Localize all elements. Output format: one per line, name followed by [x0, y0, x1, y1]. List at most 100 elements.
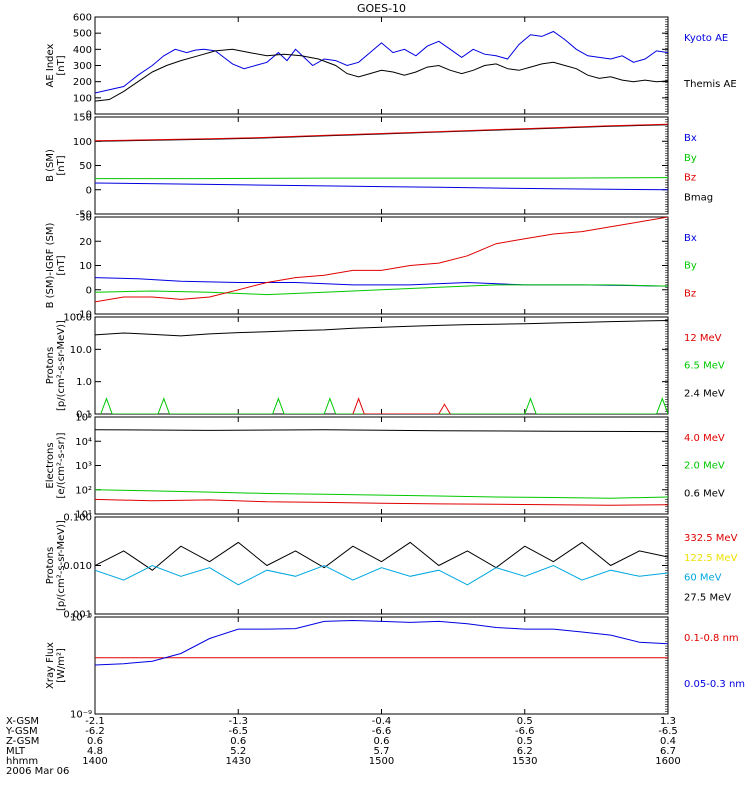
legend-entry: Bz	[684, 173, 696, 184]
series-60-mev	[95, 564, 668, 586]
footer-value: 0.4	[660, 736, 676, 747]
y-axis-label: Protons	[45, 347, 56, 384]
y-tick-label: 10	[79, 261, 92, 272]
y-tick-label: 1.0	[76, 377, 92, 388]
panel-6: 0.001 0.010 0.100 Protons [p/(cm²-s-sr-MeV)]…	[45, 513, 738, 621]
y-tick-label: 600	[73, 13, 92, 24]
y-axis-label: [p/(cm²-s-sr-MeV)]	[56, 320, 67, 411]
panel-frame	[94, 516, 669, 615]
y-tick-label: 50	[79, 161, 92, 172]
series-2-0-mev	[95, 489, 668, 499]
footer-value: -1.3	[228, 716, 248, 727]
y-axis-label: [nT]	[56, 155, 67, 175]
y-tick-label: 150	[73, 113, 92, 124]
legend-entry: 2.4 MeV	[684, 388, 725, 399]
footer-value: 1500	[369, 756, 394, 767]
y-axis-label: [p/(cm²-s-sr-MeV)]	[56, 520, 67, 611]
y-tick-label: -50	[76, 210, 92, 221]
footer-date: 2006 Mar 06	[6, 766, 69, 777]
legend-entry: Bx	[684, 233, 697, 244]
y-tick-label: 10⁵	[75, 413, 92, 424]
legend-entry: 2.0 MeV	[684, 461, 725, 472]
y-tick-label: 400	[73, 45, 92, 56]
y-axis-label: AE Index	[45, 43, 56, 87]
panel-frame	[94, 316, 669, 415]
series-bz	[95, 217, 668, 303]
panel-frame	[94, 16, 669, 115]
footer-value: -6.6	[515, 726, 535, 737]
footer-value: 0.6	[87, 736, 103, 747]
legend-entry: 0.1-0.8 nm	[684, 633, 739, 644]
series-bx	[95, 182, 668, 191]
y-tick-label: -10	[76, 310, 92, 321]
panel-1: 0 100 200 300 400 500 600 AE Index [nT] Kyoto AE T…	[45, 13, 737, 121]
series-4-0-mev	[95, 498, 668, 506]
series-0-05-0-3-nm	[95, 619, 668, 666]
y-tick-label: 10⁻⁸	[70, 613, 92, 624]
y-tick-label: 0	[86, 185, 92, 196]
footer-value: -6.2	[85, 726, 105, 737]
y-tick-label: 10¹	[75, 510, 92, 521]
y-tick-label: 10³	[75, 461, 92, 472]
footer-value: 6.7	[660, 746, 676, 757]
panel-3: -10 0 10 20 30 B (SM)-IGRF (SM) [nT] Bx By Bz	[45, 213, 697, 321]
legend-entry: 122.5 MeV	[684, 553, 738, 564]
footer-value: 1530	[512, 756, 537, 767]
legend-entry: By	[684, 153, 697, 164]
legend-entry: Bmag	[684, 192, 713, 203]
series-kyoto-ae	[95, 30, 668, 94]
footer-value: 0.5	[517, 736, 533, 747]
series-by	[95, 177, 668, 180]
footer-value: 1600	[655, 756, 680, 767]
legend-entry: By	[684, 261, 697, 272]
footer-value: -6.5	[228, 726, 248, 737]
footer-value: 6.2	[517, 746, 533, 757]
series-0-6-mev	[95, 429, 668, 433]
footer-value: 5.7	[374, 746, 390, 757]
y-axis-label: [W/m²]	[56, 648, 67, 683]
y-tick-label: 0.1	[76, 410, 92, 421]
footer-row-label: hhmm	[6, 756, 38, 767]
y-tick-label: 10²	[75, 485, 92, 496]
footer-value: 0.6	[230, 736, 246, 747]
footer-row-label: Y-GSM	[5, 726, 38, 737]
panel-7: 10⁻⁹ 10⁻⁸ Xray Flux [W/m²] 0.1-0.8 nm 0.05-0.…	[45, 613, 745, 721]
y-axis-label: Xray Flux	[45, 642, 56, 689]
plot-title: GOES-10	[357, 2, 406, 15]
legend-entry: 60 MeV	[684, 573, 722, 584]
series-by	[95, 284, 668, 296]
y-tick-label: 10.0	[70, 345, 92, 356]
legend-entry: 0.6 MeV	[684, 488, 725, 499]
legend-entry: Kyoto AE	[684, 33, 728, 44]
series-2-4-mev	[95, 320, 668, 337]
footer-value: -0.4	[372, 716, 392, 727]
y-tick-label: 100	[73, 93, 92, 104]
series-bz	[95, 123, 668, 142]
legend-entry: Bz	[684, 288, 696, 299]
legend-entry: Themis AE	[683, 79, 737, 90]
y-tick-label: 20	[79, 237, 92, 248]
footer-value: 0.5	[517, 716, 533, 727]
y-tick-label: 10⁻⁹	[70, 710, 92, 721]
footer-value: 4.8	[87, 746, 103, 757]
panel-5: 10¹ 10² 10³ 10⁴ 10⁵ Electrons [e/(cm²-s-sr)] 4.…	[45, 413, 725, 521]
y-tick-label: 200	[73, 77, 92, 88]
y-axis-label: [e/(cm²-s-sr)]	[56, 432, 67, 498]
footer-value: 5.2	[230, 746, 246, 757]
y-tick-label: 0.010	[63, 561, 92, 572]
y-axis-label: [nT]	[56, 255, 67, 275]
footer-value: 1400	[82, 756, 107, 767]
legend-entry: 332.5 MeV	[684, 533, 738, 544]
footer-value: 1.3	[660, 716, 676, 727]
y-tick-label: 500	[73, 29, 92, 40]
y-tick-label: 0.100	[63, 513, 92, 524]
footer-value: 0.6	[374, 736, 390, 747]
series-27-5-mev	[95, 541, 668, 571]
y-tick-label: 0.001	[63, 610, 92, 621]
y-tick-label: 0	[86, 285, 92, 296]
y-axis-label: B (SM)-IGRF (SM)	[45, 223, 56, 309]
footer-row-label: X-GSM	[6, 716, 39, 727]
footer-row-label: Z-GSM	[6, 736, 39, 747]
legend-entry: 4.0 MeV	[684, 433, 725, 444]
